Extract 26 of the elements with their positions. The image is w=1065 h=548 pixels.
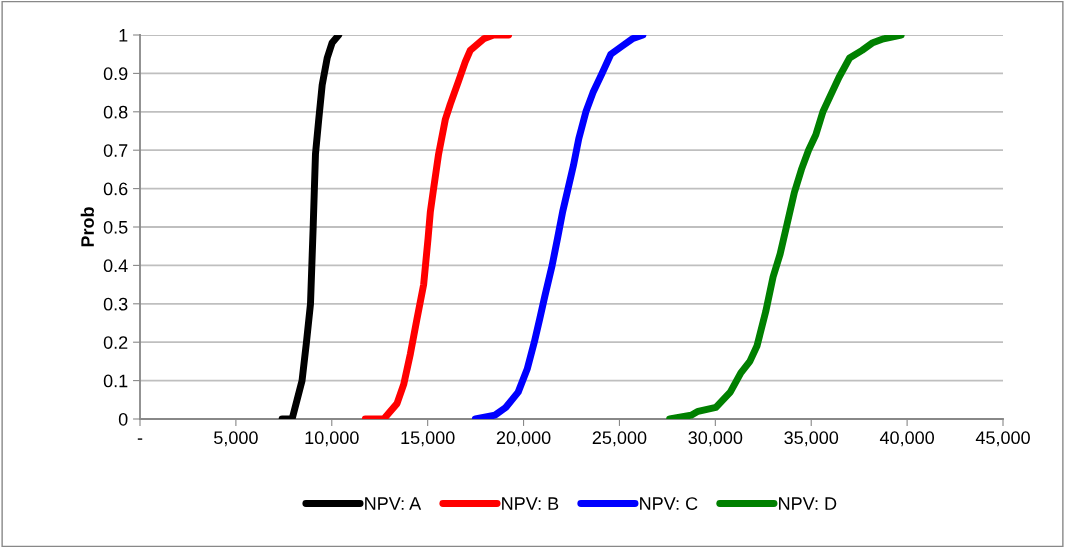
x-tick-label: 5,000 — [214, 431, 258, 447]
x-tick-label: 10,000 — [305, 431, 359, 447]
y-tick-label: 0.1 — [103, 374, 128, 388]
x-tick-label: - — [137, 438, 143, 440]
legend-label: NPV: C — [640, 497, 698, 510]
legend-label: NPV: D — [779, 497, 837, 510]
y-tick-label: 0.3 — [103, 297, 128, 311]
y-tick-label: 0.6 — [103, 182, 128, 196]
y-tick-label: 0.5 — [103, 220, 128, 234]
y-tick-label: 0.9 — [103, 67, 128, 81]
x-tick-label: 30,000 — [688, 431, 743, 447]
x-tick-label: 20,000 — [496, 431, 551, 447]
y-tick-label: 0.8 — [103, 105, 128, 119]
x-tick-label: 45,000 — [975, 431, 1030, 447]
y-axis-title: Prob — [80, 207, 94, 247]
y-tick-label: 0.2 — [103, 336, 128, 349]
x-tick-label: 25,000 — [592, 431, 647, 447]
legend-label: NPV: A — [365, 497, 422, 510]
y-tick-label: 0 — [118, 412, 128, 426]
y-tick-label: 0.4 — [103, 259, 128, 273]
y-tick-label: 1 — [119, 29, 128, 42]
x-tick-label: 15,000 — [401, 431, 455, 447]
legend-label: NPV: B — [502, 497, 559, 510]
x-tick-label: 40,000 — [879, 431, 935, 447]
x-tick-label: 35,000 — [784, 431, 839, 447]
y-tick-label: 0.7 — [103, 144, 128, 157]
